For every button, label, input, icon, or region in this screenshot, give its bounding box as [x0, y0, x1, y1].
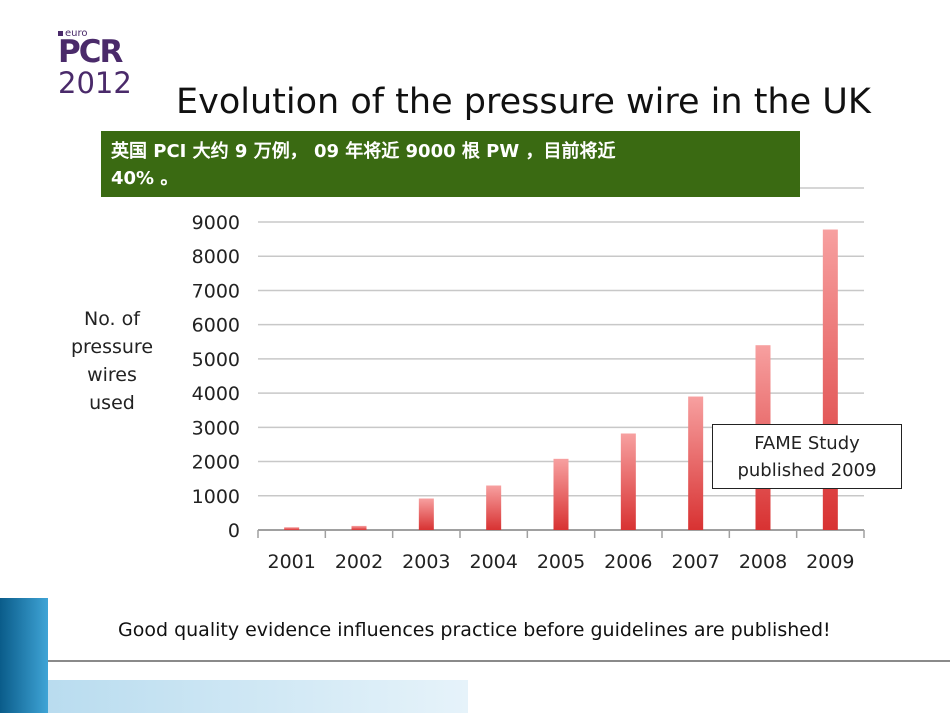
decorative-shape-left: [0, 598, 48, 713]
fame-study-callout: FAME Study published 2009: [712, 424, 902, 489]
logo-pcr-text: PCR: [58, 34, 123, 70]
bar-2007: [688, 396, 704, 530]
x-tick-label: 2006: [604, 551, 652, 573]
y-tick-label: 1000: [192, 486, 240, 508]
y-tick-labels: 0 1000 2000 3000 4000 5000 6000 7000 8000 9000: [192, 212, 240, 542]
bar-2005: [553, 458, 569, 530]
note-line-2: 40% 。: [111, 168, 179, 189]
x-tick-label: 2001: [267, 551, 315, 573]
note-line-1: 英国 PCI 大约 9 万例， 09 年将近 9000 根 PW ，目前将近: [111, 141, 616, 162]
divider-line: [48, 660, 950, 662]
bottom-statement: Good quality evidence influences practic…: [118, 619, 831, 641]
y-axis-label: No. of pressure wires used: [70, 308, 154, 414]
y-tick-label: 0: [228, 520, 240, 542]
x-tick-label: 2008: [739, 551, 787, 573]
x-tick-label: 2009: [806, 551, 854, 573]
annotation-note: 英国 PCI 大约 9 万例， 09 年将近 9000 根 PW ，目前将近 4…: [101, 131, 800, 197]
slide-title: Evolution of the pressure wire in the UK: [176, 82, 871, 122]
pcr-logo: euro PCR 2012: [58, 28, 138, 108]
bar-2004: [486, 485, 502, 530]
y-tick-label: 6000: [192, 315, 240, 337]
x-tick-label: 2003: [402, 551, 450, 573]
decorative-shape-bottom: [48, 680, 468, 713]
x-tick-label: 2005: [537, 551, 585, 573]
y-tick-label: 9000: [192, 212, 240, 234]
logo-year-text: 2012: [58, 66, 132, 100]
bar-2003: [418, 498, 434, 530]
y-tick-label: 7000: [192, 280, 240, 302]
x-tick-labels: 2001 2002 2003 2004 2005 2006 2007 2008 2009: [267, 551, 854, 573]
bar-2002: [351, 525, 367, 530]
bar-2001: [284, 527, 300, 530]
y-tick-label: 4000: [192, 383, 240, 405]
y-tick-label: 8000: [192, 246, 240, 268]
x-tick-label: 2004: [469, 551, 517, 573]
y-tick-label: 3000: [192, 417, 240, 439]
x-tick-label: 2007: [671, 551, 719, 573]
logo-euro-text: euro: [58, 28, 88, 39]
y-tick-label: 5000: [192, 349, 240, 371]
y-tick-label: 2000: [192, 452, 240, 474]
x-tick-label: 2002: [335, 551, 383, 573]
bar-2006: [620, 433, 636, 530]
